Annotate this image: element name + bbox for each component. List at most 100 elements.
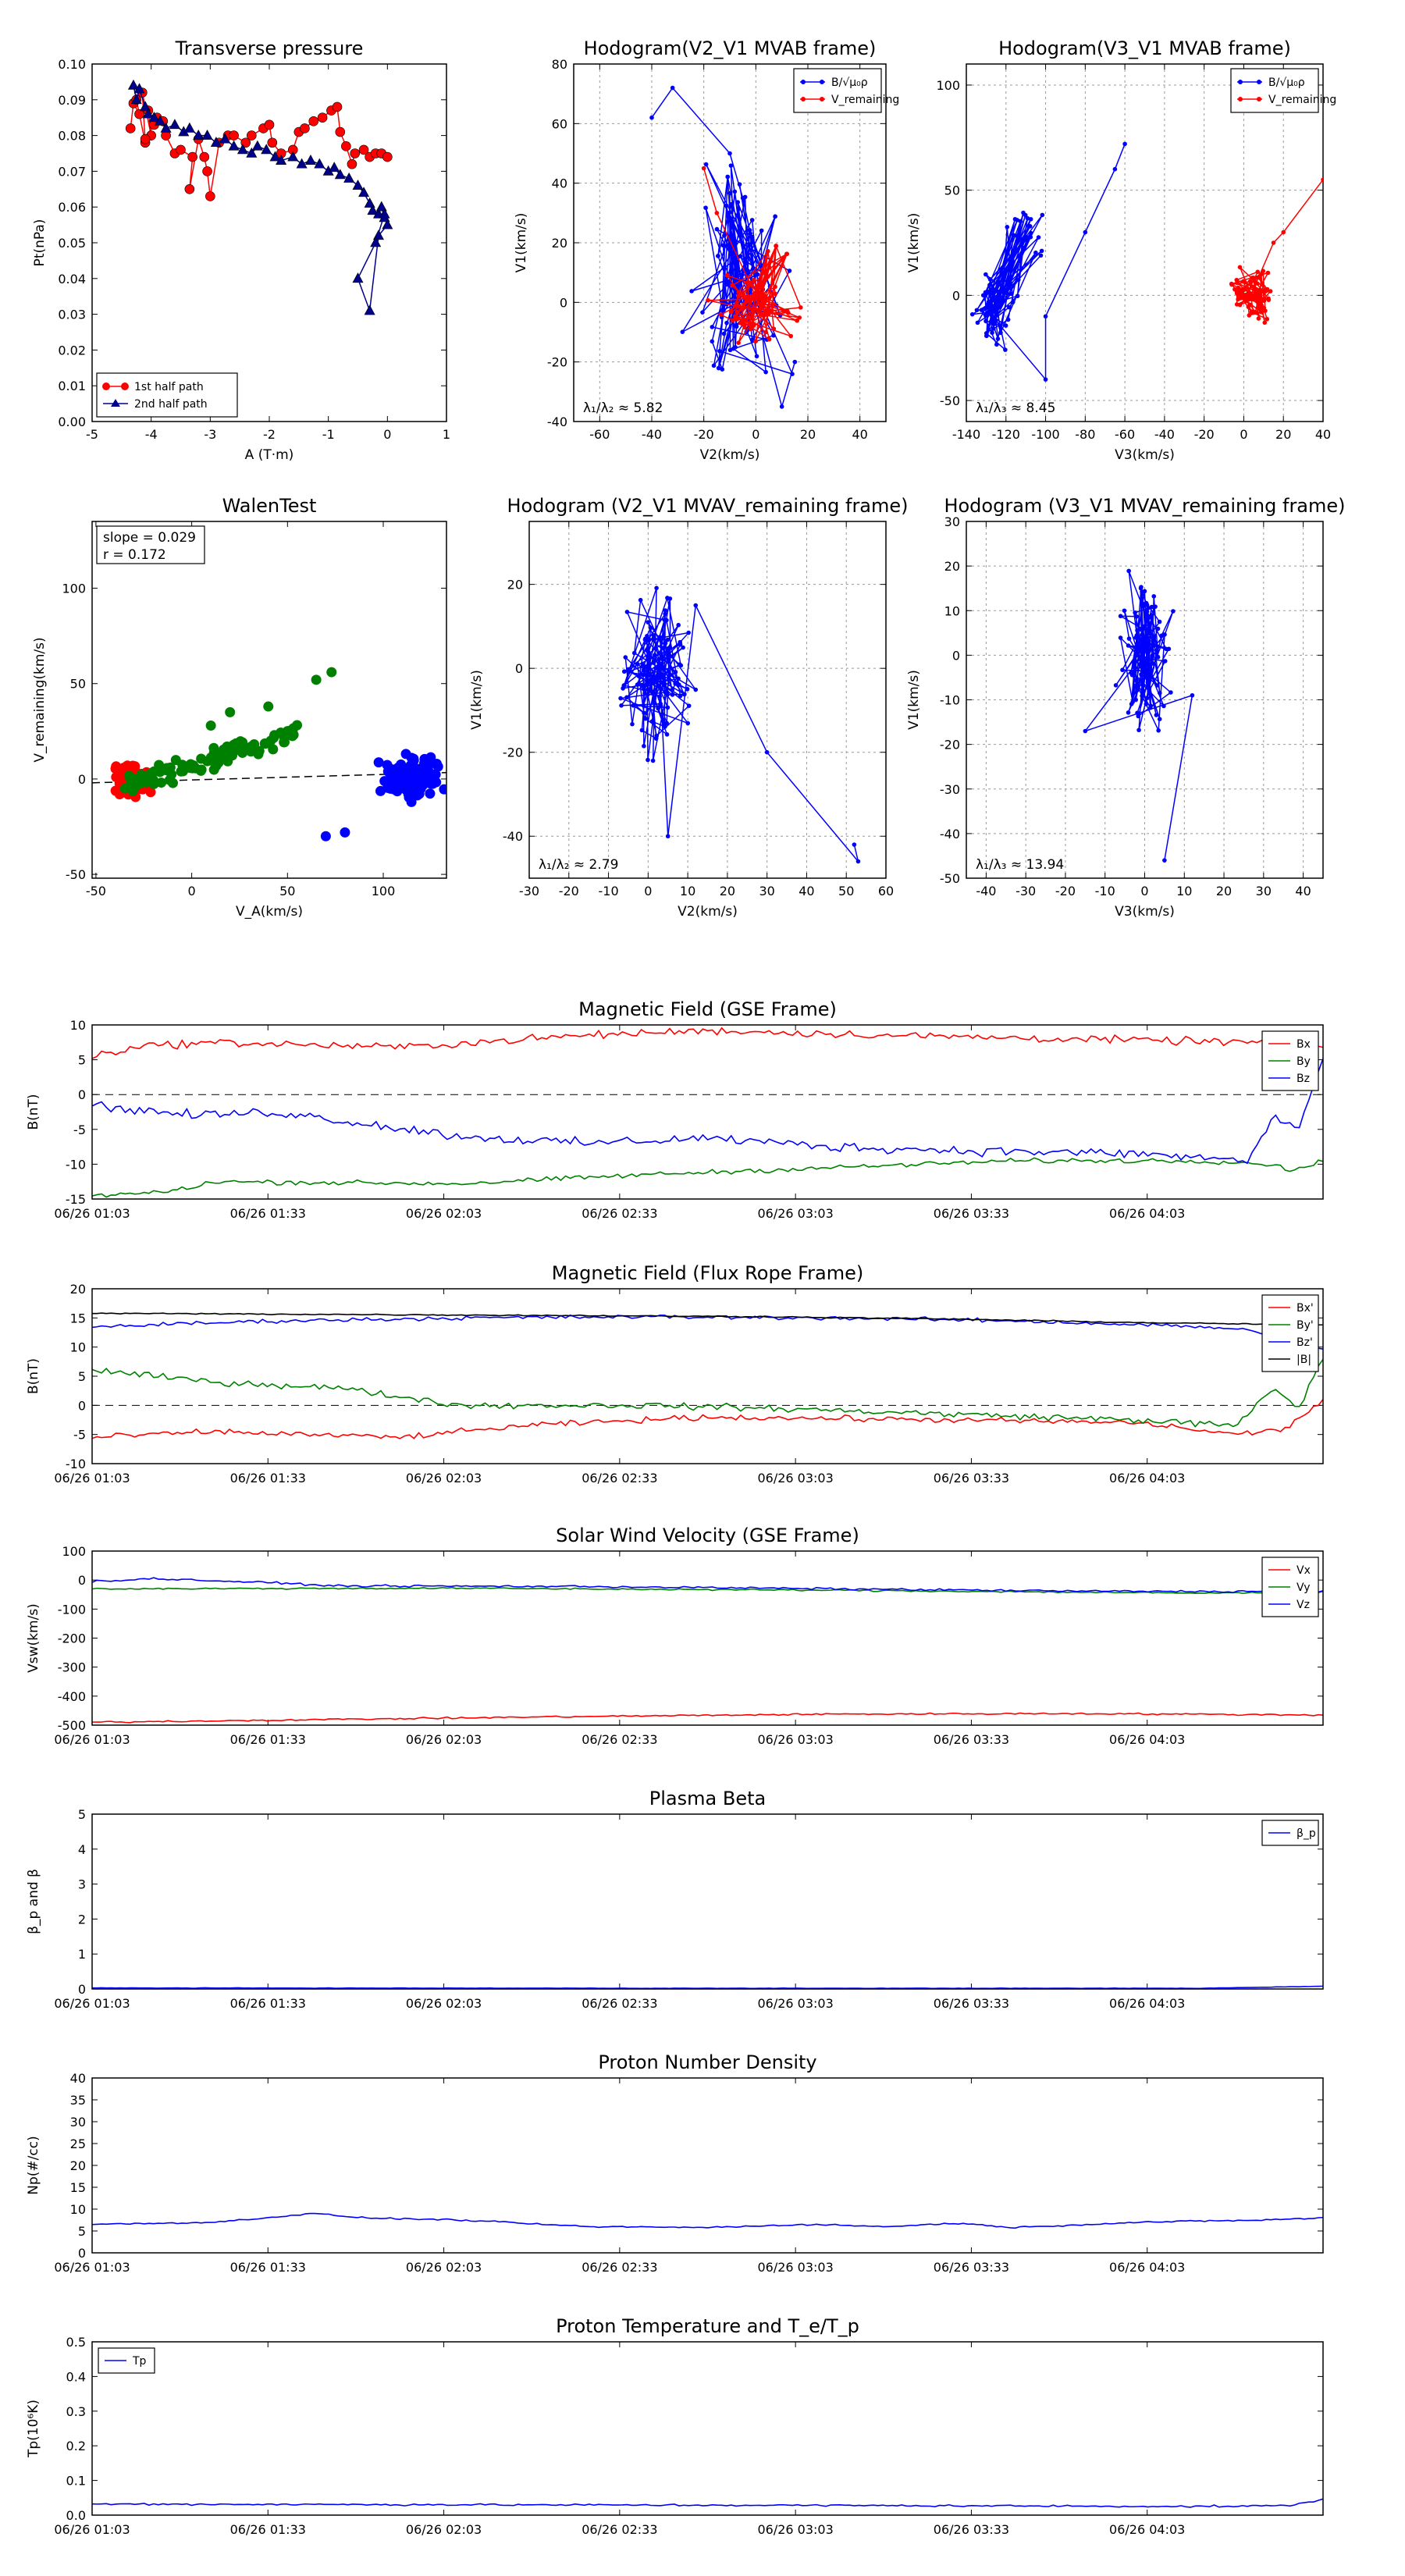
data-point xyxy=(184,184,195,194)
x-tick-label: 06/26 02:33 xyxy=(582,1206,657,1221)
data-point xyxy=(663,611,667,617)
data-point xyxy=(992,322,998,326)
data-point xyxy=(1144,663,1148,668)
panel-title: Hodogram(V2_V1 MVAB frame) xyxy=(584,37,877,59)
y-tick-label: 15 xyxy=(70,2180,86,2195)
data-point xyxy=(773,214,777,219)
data-point xyxy=(997,304,1002,310)
y-tick-label: 5 xyxy=(78,1369,86,1384)
x-tick-label: 06/26 01:03 xyxy=(54,2260,130,2275)
data-point xyxy=(714,226,720,232)
y-tick-label: -20 xyxy=(547,355,567,370)
data-point xyxy=(165,762,176,773)
data-point xyxy=(1021,245,1026,251)
data-point xyxy=(170,755,181,766)
data-point xyxy=(222,741,233,752)
data-point xyxy=(749,218,755,222)
series-line xyxy=(92,1312,1323,1326)
data-point xyxy=(742,294,747,299)
data-point xyxy=(1126,636,1132,641)
data-point xyxy=(664,617,669,623)
data-point xyxy=(1133,697,1139,703)
plot-area xyxy=(125,79,393,315)
data-point xyxy=(1247,313,1252,318)
data-point xyxy=(1134,633,1140,638)
data-point xyxy=(1190,692,1195,698)
legend: Bx' By' Bz' |B| xyxy=(1261,1294,1319,1372)
x-tick-label: 20 xyxy=(800,427,816,442)
data-point xyxy=(1151,661,1155,666)
data-point xyxy=(269,732,279,743)
data-point xyxy=(1265,270,1271,276)
data-point xyxy=(1027,224,1033,229)
data-point xyxy=(1126,568,1131,574)
y-tick-label: 10 xyxy=(944,603,960,618)
data-point xyxy=(1144,696,1150,701)
y-tick-label: -50 xyxy=(940,871,960,886)
y-tick-label: 0 xyxy=(952,648,960,663)
x-tick-label: 06/26 01:03 xyxy=(54,1996,130,2011)
data-point xyxy=(245,746,256,757)
data-point xyxy=(779,404,784,409)
data-point xyxy=(396,759,407,770)
data-point xyxy=(1140,632,1145,637)
series-line xyxy=(92,1712,1323,1724)
x-tick-label: 40 xyxy=(852,427,867,442)
data-point xyxy=(770,304,775,309)
data-point xyxy=(753,339,758,344)
x-tick-label: -40 xyxy=(1154,427,1175,442)
data-point xyxy=(759,292,764,297)
x-tick-label: 06/26 02:03 xyxy=(406,2522,482,2537)
data-point xyxy=(621,683,627,688)
data-point xyxy=(624,695,629,700)
legend: Vx Vy Vz xyxy=(1261,1557,1319,1617)
data-point xyxy=(711,363,717,368)
x-tick-label: 0 xyxy=(644,884,652,898)
data-point xyxy=(664,732,670,737)
panel-p3: Hodogram(V3_V1 MVAB frame) -140 -120 -100 -8… xyxy=(906,37,1336,463)
data-point xyxy=(263,701,274,712)
data-point xyxy=(991,294,997,299)
data-point xyxy=(358,187,370,197)
data-point xyxy=(735,317,740,322)
data-point xyxy=(656,674,660,680)
data-point xyxy=(1129,671,1134,676)
y-tick-label: 0 xyxy=(78,772,86,787)
data-point xyxy=(670,687,675,692)
data-point xyxy=(706,297,710,303)
data-point xyxy=(343,172,355,183)
data-point xyxy=(771,326,777,332)
y-tick-label: 0 xyxy=(952,288,960,303)
x-tick-label: 06/26 03:33 xyxy=(934,2522,1009,2537)
data-point xyxy=(1131,664,1136,668)
y-tick-label: 60 xyxy=(552,116,567,131)
data-point xyxy=(657,635,663,639)
data-point xyxy=(1144,656,1149,661)
data-point xyxy=(787,269,792,273)
data-point xyxy=(358,144,369,155)
data-point xyxy=(267,137,278,148)
y-axis-label: Tp(10⁶K) xyxy=(26,2400,41,2458)
data-point xyxy=(1243,293,1248,297)
data-point xyxy=(1252,278,1257,283)
data-point xyxy=(767,336,772,342)
x-tick-label: -3 xyxy=(204,427,216,442)
x-tick-label: 0 xyxy=(1240,427,1247,442)
data-point xyxy=(676,622,681,628)
data-point xyxy=(1033,250,1038,255)
data-point xyxy=(678,662,682,667)
data-point xyxy=(340,827,350,838)
data-point xyxy=(662,683,667,688)
plot-frame xyxy=(91,521,447,879)
data-point xyxy=(125,123,136,133)
data-point xyxy=(432,761,443,772)
panel-title: Hodogram (V2_V1 MVAV_remaining frame) xyxy=(507,495,908,517)
data-point xyxy=(987,277,993,282)
panel-title: Proton Temperature and T_e/T_p xyxy=(556,2315,859,2337)
data-point xyxy=(1023,212,1028,218)
y-tick-label: 100 xyxy=(936,78,960,93)
panel-title: Hodogram(V3_V1 MVAB frame) xyxy=(998,37,1291,59)
data-point xyxy=(653,666,658,671)
data-point xyxy=(998,330,1003,336)
